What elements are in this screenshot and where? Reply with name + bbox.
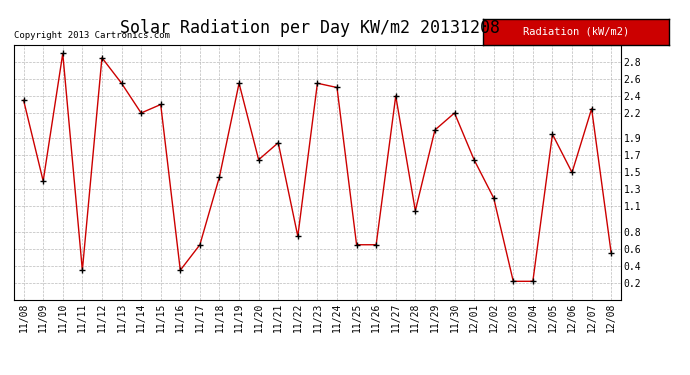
Text: Solar Radiation per Day KW/m2 20131208: Solar Radiation per Day KW/m2 20131208: [121, 19, 500, 37]
Text: Copyright 2013 Cartronics.com: Copyright 2013 Cartronics.com: [14, 31, 170, 40]
Text: Radiation (kW/m2): Radiation (kW/m2): [523, 27, 629, 37]
